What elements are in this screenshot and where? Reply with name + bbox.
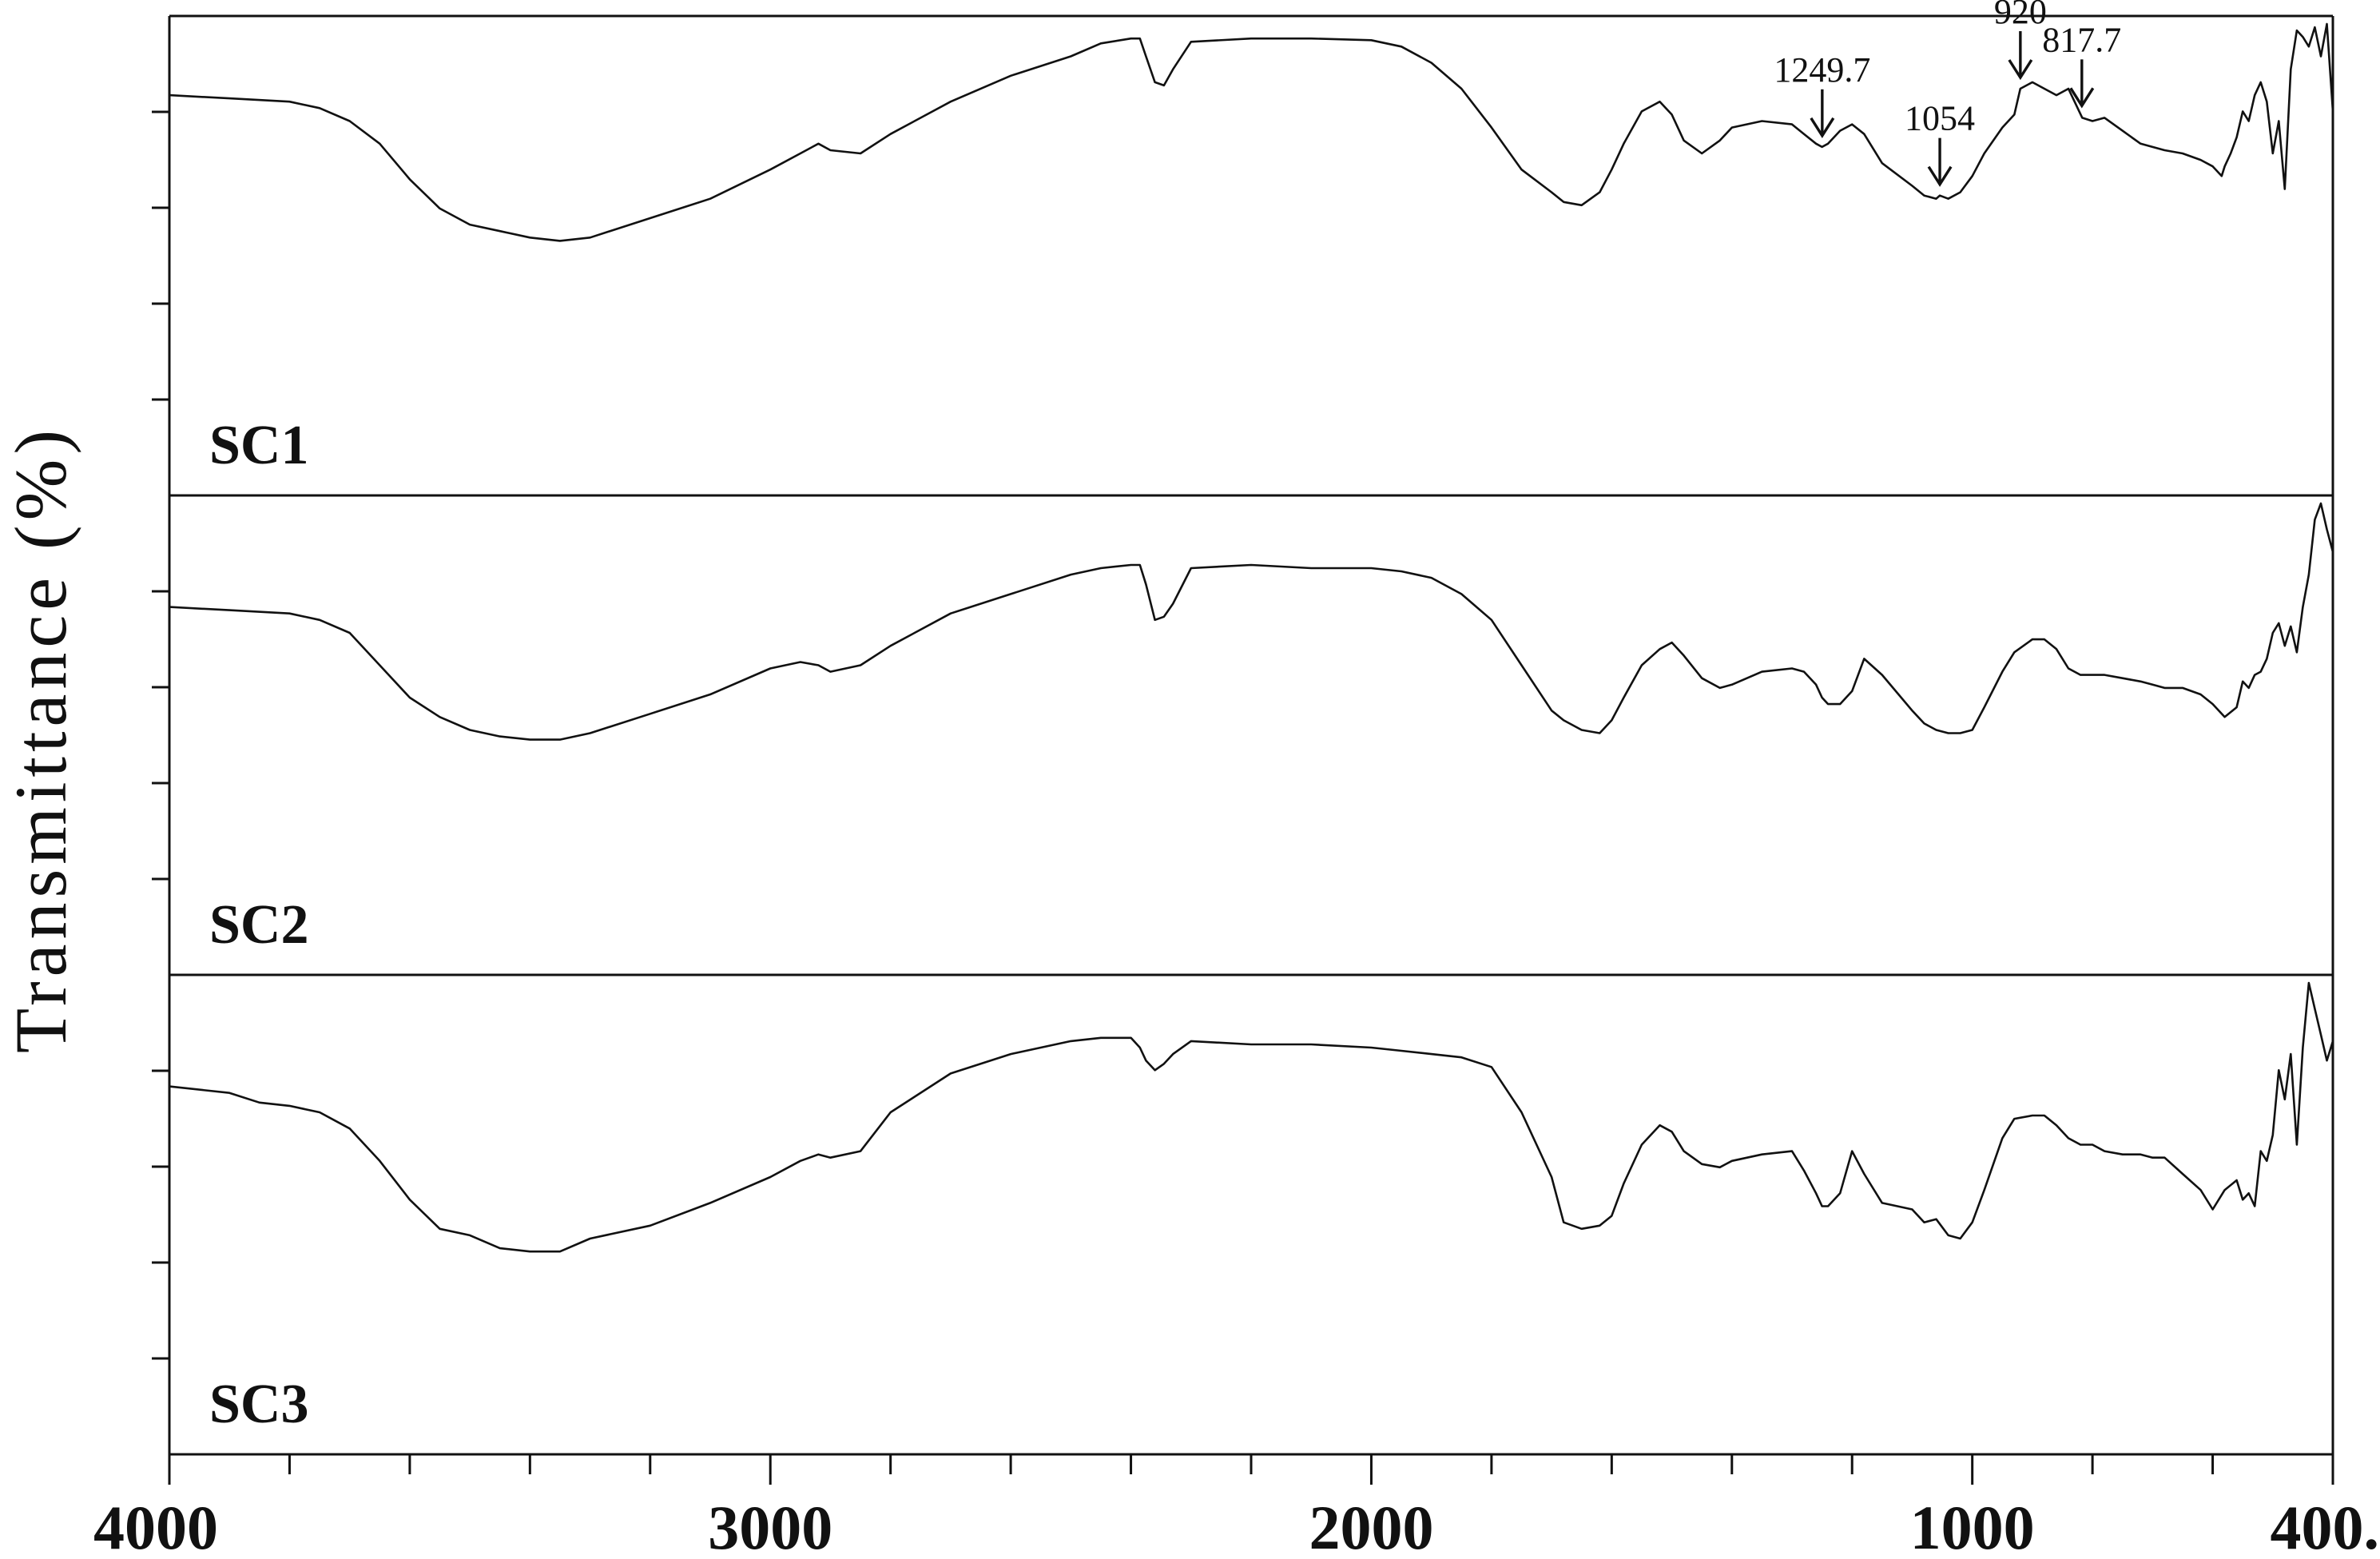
x-tick-label: 400. xyxy=(2271,1493,2380,1559)
series-line-sc1 xyxy=(169,22,2334,242)
panel-sc2: SC2 xyxy=(152,494,2334,956)
annotation-arrow-head xyxy=(2069,87,2095,109)
annotation-label: 1054 xyxy=(1905,99,1975,138)
annotation-arrow-head xyxy=(2008,59,2033,81)
x-tick-label: 4000 xyxy=(93,1493,218,1559)
x-tick-label: 1000 xyxy=(1910,1493,2035,1559)
series-label-sc3: SC3 xyxy=(209,1374,308,1435)
annotation-817-7: 817.7 xyxy=(2042,20,2121,109)
annotation-arrow-head xyxy=(1927,165,1953,187)
annotation-label: 1249.7 xyxy=(1774,50,1870,89)
series-label-sc2: SC2 xyxy=(209,894,308,956)
x-tick-label: 2000 xyxy=(1309,1493,1433,1559)
panel-sc3: SC3 xyxy=(152,973,2334,1435)
y-axis-title-group: Transmittance (%) xyxy=(0,425,81,1053)
series-line-sc2 xyxy=(169,502,2334,741)
x-axis: 4000 3000 2000 1000 400. xyxy=(93,1454,2379,1559)
x-tick-label: 3000 xyxy=(708,1493,832,1559)
annotation-arrow-head xyxy=(1810,117,1835,138)
annotation-1054: 1054 xyxy=(1905,99,1975,187)
annotation-1249-7: 1249.7 xyxy=(1774,50,1870,138)
y-axis-title: Transmittance (%) xyxy=(0,425,81,1053)
series-label-sc1: SC1 xyxy=(209,415,308,476)
annotation-label: 817.7 xyxy=(2042,20,2121,59)
annotation-label: 920 xyxy=(1994,0,2047,31)
series-line-sc3 xyxy=(169,981,2334,1253)
annotation-920: 920 xyxy=(1994,0,2047,81)
